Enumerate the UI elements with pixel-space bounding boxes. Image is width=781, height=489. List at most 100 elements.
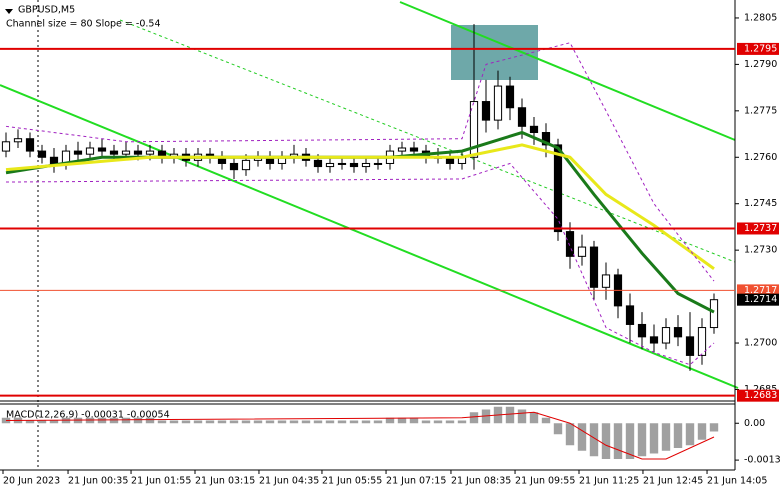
macd-title: MACD(12,26,9) -0.00031 -0.00054 xyxy=(6,410,170,421)
candle-body xyxy=(313,159,323,168)
macd-bar xyxy=(85,417,95,424)
level-tag xyxy=(737,284,779,297)
y-tick-label: 1.2775 xyxy=(744,105,777,116)
candle-body xyxy=(517,107,527,127)
macd-bar xyxy=(109,417,119,424)
candle-body xyxy=(601,274,611,288)
macd-bar xyxy=(37,420,47,424)
macd-bar xyxy=(229,420,239,424)
y-tick-label: 1.2730 xyxy=(744,245,777,256)
candle-body xyxy=(49,156,59,164)
macd-bar xyxy=(217,420,227,424)
macd-bar xyxy=(421,420,431,424)
macd-bar xyxy=(133,417,143,424)
x-tick-label: 20 Jun 2023 xyxy=(3,476,60,487)
price-label: 1.2714 xyxy=(744,294,777,305)
macd-tick-label: -0.00134 xyxy=(744,455,781,466)
candle-body xyxy=(337,162,347,165)
macd-bar xyxy=(445,420,455,424)
macd-bar xyxy=(661,423,671,451)
candle-body xyxy=(325,162,335,168)
x-tick-label: 21 Jun 09:55 xyxy=(515,476,575,487)
macd-bar xyxy=(205,420,215,424)
candle-body xyxy=(109,150,119,155)
x-tick-label: 21 Jun 03:15 xyxy=(195,476,255,487)
candle-body xyxy=(121,150,131,155)
macd-bar xyxy=(277,420,287,424)
macd-signal xyxy=(5,411,715,460)
x-tick-label: 21 Jun 01:55 xyxy=(131,476,191,487)
y-tick-label: 1.2790 xyxy=(744,59,777,70)
macd-bar xyxy=(325,420,335,424)
candle-body xyxy=(697,327,707,356)
macd-bar xyxy=(709,423,719,432)
macd-bar xyxy=(409,417,419,424)
candle-body xyxy=(529,125,539,134)
macd-tick-label: 0.00 xyxy=(744,418,765,429)
macd-bar xyxy=(145,417,155,424)
chart-title: GBPUSD,M5 xyxy=(18,5,75,16)
menu-arrow[interactable] xyxy=(5,9,13,14)
channel-line xyxy=(399,1,736,141)
macd-bar xyxy=(673,423,683,448)
macd-bar xyxy=(241,420,251,424)
candle-body xyxy=(1,141,11,152)
candle-body xyxy=(373,162,383,165)
x-tick-label: 21 Jun 00:35 xyxy=(68,476,128,487)
candle-body xyxy=(709,299,719,329)
candle-body xyxy=(241,159,251,171)
band-line xyxy=(5,42,715,282)
candle-body xyxy=(73,150,83,155)
candle-body xyxy=(553,144,563,233)
macd-bar xyxy=(553,423,563,435)
candle-body xyxy=(133,150,143,155)
candle-body xyxy=(481,101,491,121)
level-label: 1.2683 xyxy=(744,390,777,401)
macd-bar xyxy=(301,420,311,424)
macd-bar xyxy=(181,420,191,424)
macd-bar xyxy=(193,420,203,424)
macd-bar xyxy=(373,420,383,424)
x-tick-label: 21 Jun 11:25 xyxy=(579,476,639,487)
macd-bar xyxy=(589,423,599,457)
macd-bar xyxy=(649,423,659,454)
macd-bar xyxy=(397,417,407,424)
candle-body xyxy=(97,147,107,152)
macd-bar xyxy=(25,420,35,424)
price-tag xyxy=(737,293,779,306)
macd-bar xyxy=(469,412,479,424)
macd-bar xyxy=(577,423,587,451)
macd-bar xyxy=(121,417,131,424)
macd-bar xyxy=(49,420,59,424)
candle-body xyxy=(541,132,551,146)
y-tick-label: 1.2745 xyxy=(744,198,777,209)
macd-bar xyxy=(349,420,359,424)
channel-line xyxy=(0,84,739,389)
macd-bar xyxy=(697,423,707,440)
candle-body xyxy=(397,147,407,152)
candle-body xyxy=(85,147,95,155)
x-tick-label: 21 Jun 05:55 xyxy=(322,476,382,487)
macd-bar xyxy=(385,417,395,424)
band-line xyxy=(5,162,715,366)
x-tick-label: 21 Jun 04:35 xyxy=(259,476,319,487)
macd-bar xyxy=(505,406,515,424)
macd-bar xyxy=(637,423,647,457)
macd-bar xyxy=(457,420,467,424)
x-tick-label: 21 Jun 14:05 xyxy=(707,476,767,487)
macd-bar xyxy=(97,417,107,424)
level-label: 1.2717 xyxy=(744,285,777,296)
candle-body xyxy=(661,327,671,344)
macd-bar xyxy=(685,423,695,446)
macd-bar xyxy=(361,420,371,424)
level-label: 1.2737 xyxy=(744,223,777,234)
plot xyxy=(1,24,719,371)
y-tick-label: 1.2685 xyxy=(744,384,777,395)
macd-bar xyxy=(625,423,635,459)
candle-body xyxy=(493,85,503,121)
subtitle: Channel size = 80 Slope = -0.54 xyxy=(6,19,161,30)
candle-body xyxy=(469,101,479,158)
macd-bar xyxy=(565,423,575,446)
